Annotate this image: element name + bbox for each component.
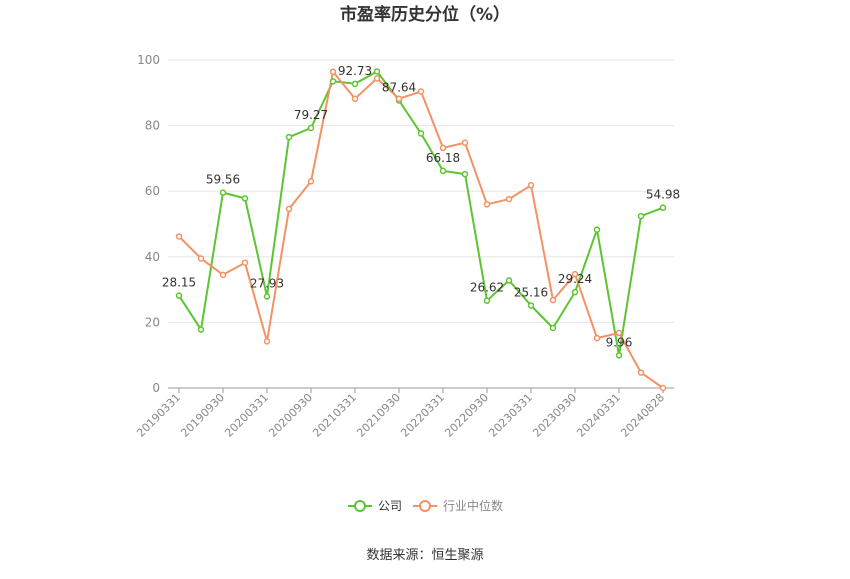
series-0-point: [351, 80, 359, 88]
legend-label: 公司: [378, 499, 402, 513]
series-0-point: [219, 189, 227, 196]
x-axis: 2019033120190930202003312020093020210331…: [134, 387, 674, 440]
series-0-point: [659, 204, 667, 211]
chart-title: 市盈率历史分位（%）: [340, 4, 510, 25]
series-0-point: [549, 324, 557, 332]
series-1-point: [505, 195, 513, 203]
x-tick-label: 20190331: [134, 391, 183, 440]
series-0-point: [175, 292, 183, 299]
data-label: 25.16: [514, 285, 548, 299]
series-0-point: [285, 133, 293, 141]
series-1-point: [417, 88, 425, 95]
data-label: 79.27: [294, 108, 328, 122]
legend-label: 行业中位数: [443, 498, 503, 513]
series-0-point: [527, 302, 535, 309]
series-1-point: [241, 259, 249, 266]
series-0-point: [505, 277, 513, 284]
y-tick-label: 40: [145, 250, 160, 264]
y-tick-label: 60: [145, 184, 160, 198]
series-layer: [175, 68, 667, 392]
y-axis: 0 20 40 60 80 100: [137, 53, 160, 395]
series-0-point: [197, 326, 205, 333]
data-label: 54.98: [646, 188, 680, 202]
data-labels: 28.15 59.56 27.93 79.27 92.73 87.64 66.18 26.62…: [162, 64, 680, 349]
series-0-point: [439, 167, 447, 175]
source-note: 数据来源：恒生聚源: [366, 548, 483, 563]
legend: 公司 行业中位数: [348, 498, 503, 513]
data-label: 27.93: [250, 276, 284, 290]
series-0-point: [615, 352, 623, 359]
x-tick-label: 20220930: [442, 391, 491, 440]
series-1-point: [307, 178, 315, 185]
x-tick-label: 20210930: [354, 391, 403, 440]
x-tick-label: 20240828: [618, 391, 667, 440]
x-tick-label: 20220331: [398, 391, 447, 440]
x-tick-label: 20210331: [310, 391, 359, 440]
y-tick-label: 20: [145, 315, 160, 329]
data-label: 92.73: [338, 64, 372, 78]
series-1-point: [593, 334, 601, 342]
data-label: 59.56: [206, 173, 240, 187]
data-label: 87.64: [382, 81, 416, 95]
series-1-point: [263, 338, 271, 345]
series-0-point: [637, 212, 645, 220]
series-1-point: [527, 182, 535, 189]
series-0-point: [373, 68, 381, 75]
series-0-point: [307, 124, 315, 132]
legend-swatch-marker: [354, 500, 366, 512]
series-0-point: [483, 297, 491, 304]
series-1-point: [439, 144, 447, 152]
y-tick-label: 100: [137, 53, 160, 67]
series-1-point: [285, 205, 293, 213]
x-tick-label: 20230331: [486, 391, 535, 440]
series-1-point: [571, 270, 579, 278]
grid-lines: [168, 59, 674, 323]
series-1-point: [637, 369, 645, 376]
series-1-point: [351, 95, 359, 102]
y-tick-label: 80: [145, 119, 160, 133]
data-label: 66.18: [426, 151, 460, 165]
series-1-point: [483, 201, 491, 208]
x-tick-label: 20240331: [574, 391, 623, 440]
series-1-point: [197, 255, 205, 262]
series-1-point: [373, 75, 381, 82]
data-label: 28.15: [162, 276, 196, 290]
series-0-point: [329, 78, 337, 85]
series-0-point: [593, 226, 601, 233]
x-tick-label: 20230930: [530, 391, 579, 440]
series-1-point: [659, 384, 667, 392]
series-1-point: [329, 68, 337, 76]
data-label: 9.96: [606, 335, 633, 349]
x-tick-label: 20190930: [178, 391, 227, 440]
x-tick-label: 20200930: [266, 391, 315, 440]
series-line-0: [178, 70, 664, 357]
series-1-point: [549, 296, 557, 304]
series-0-point: [241, 195, 249, 202]
data-label: 29.24: [558, 272, 592, 286]
series-1-point: [615, 329, 623, 337]
series-1-point: [219, 271, 227, 279]
x-tick-label: 20200331: [222, 391, 271, 440]
series-0-point: [263, 293, 271, 300]
series-1-point: [395, 95, 403, 102]
legend-swatch-marker: [419, 500, 431, 512]
series-0-point: [571, 288, 579, 296]
series-1-point: [461, 139, 469, 146]
series-0-point: [417, 130, 425, 137]
y-tick-label: 0: [152, 381, 160, 395]
series-0-point: [461, 170, 469, 178]
series-1-point: [175, 233, 183, 240]
data-label: 26.62: [470, 281, 504, 295]
